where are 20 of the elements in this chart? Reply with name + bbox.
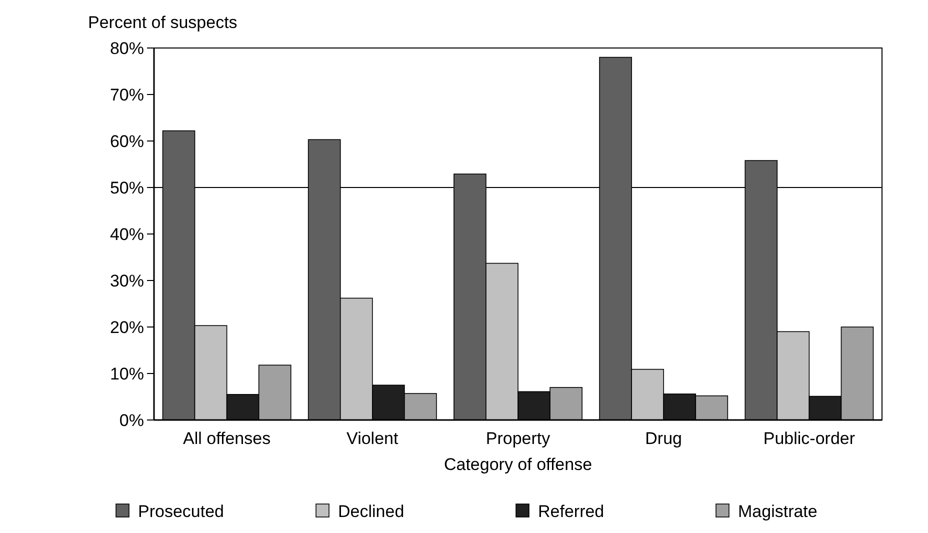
legend-label: Magistrate xyxy=(738,502,818,521)
x-tick-label: Violent xyxy=(346,429,399,448)
y-tick-label: 30% xyxy=(110,271,144,290)
y-tick-label: 80% xyxy=(110,38,144,58)
y-tick-label: 70% xyxy=(110,85,144,104)
y-axis-title: Percent of suspects xyxy=(88,13,238,32)
legend-label: Prosecuted xyxy=(138,502,224,521)
y-tick-label: 50% xyxy=(110,178,144,198)
x-tick-label: Public-order xyxy=(763,429,856,448)
y-tick-label: 40% xyxy=(110,224,144,244)
legend-label: Referred xyxy=(538,502,604,521)
x-axis-title: Category of offense xyxy=(444,455,592,474)
y-tick-label: 0% xyxy=(119,410,144,430)
y-tick-label: 10% xyxy=(110,364,144,384)
y-tick-label: 20% xyxy=(110,318,144,337)
x-tick-label: All offenses xyxy=(183,429,271,448)
y-tick-label: 60% xyxy=(110,132,144,151)
x-tick-label: Property xyxy=(486,429,551,448)
x-tick-label: Drug xyxy=(645,429,682,448)
legend-label: Declined xyxy=(338,502,404,521)
